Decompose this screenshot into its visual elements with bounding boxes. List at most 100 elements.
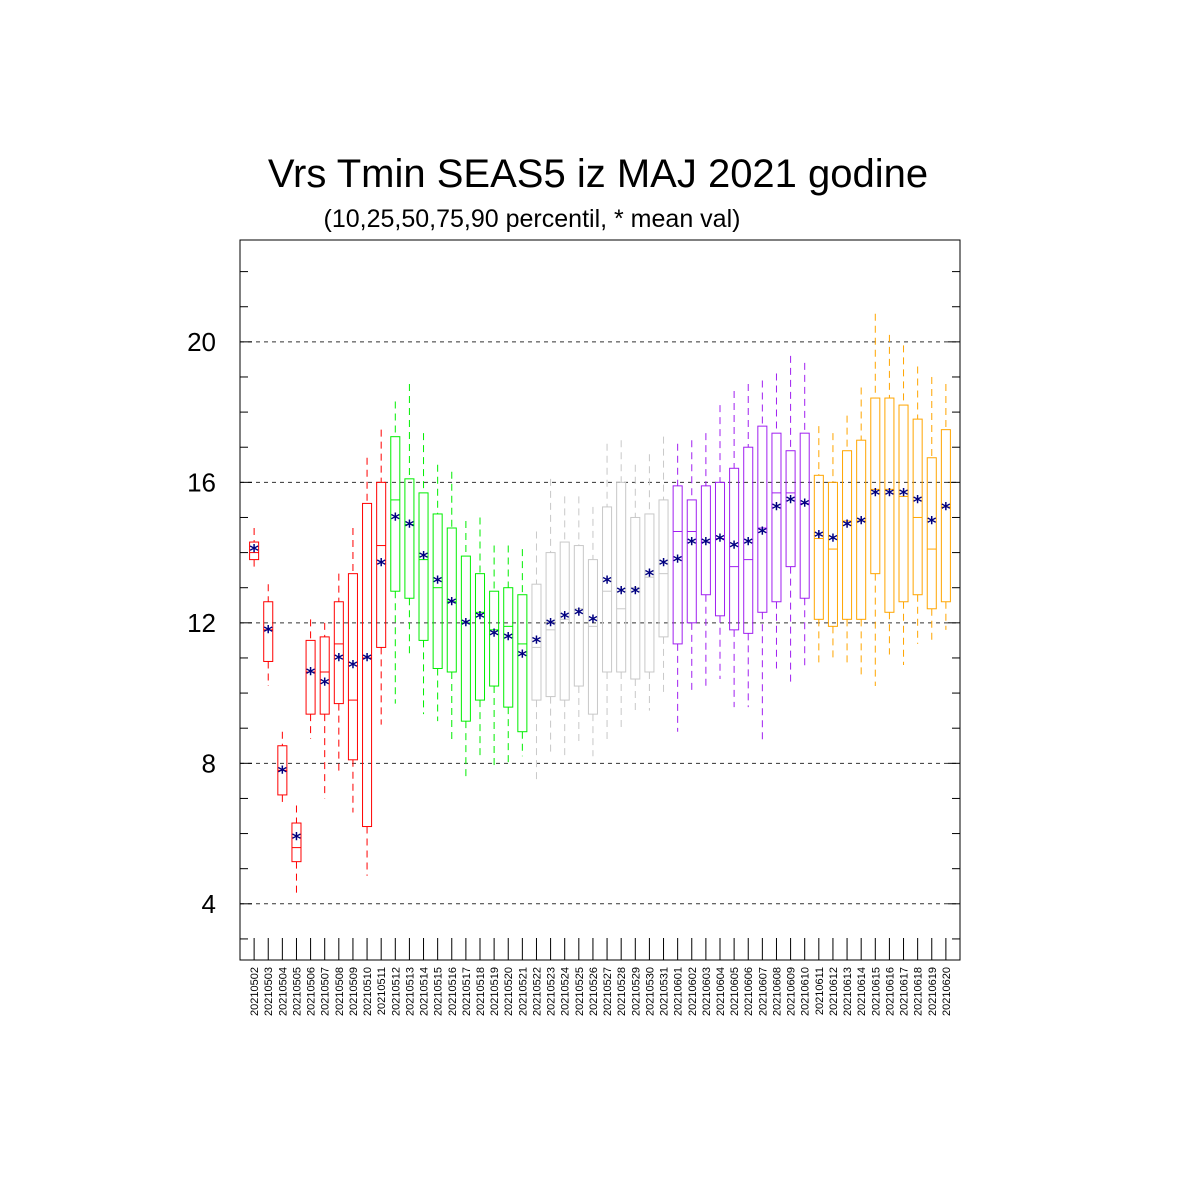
box-20210530 <box>644 454 655 711</box>
mean-marker-20210509: * <box>348 657 358 678</box>
mean-marker-20210507: * <box>320 675 330 696</box>
iqr-box <box>376 481 387 648</box>
y-tick-label-12: 12 <box>187 608 216 638</box>
box-20210526 <box>587 506 598 757</box>
mean-marker-20210513: * <box>405 516 415 537</box>
iqr-box <box>517 594 528 733</box>
mean-marker-20210511: * <box>376 555 386 576</box>
mean-marker-20210609: * <box>786 492 796 513</box>
mean-marker-20210529: * <box>631 583 641 604</box>
box-20210517 <box>460 520 471 781</box>
x-tick-label-20210620: 20210620 <box>941 967 953 1016</box>
mean-marker-20210506: * <box>306 664 316 685</box>
mean-marker-20210521: * <box>518 646 528 667</box>
box-20210620 <box>940 384 951 630</box>
mean-marker-20210504: * <box>278 762 288 783</box>
x-tick-label-20210525: 20210525 <box>574 967 586 1016</box>
mean-marker-20210619: * <box>927 513 937 534</box>
box-20210614 <box>856 387 867 676</box>
box-20210604 <box>714 405 726 680</box>
box-20210523 <box>545 478 556 757</box>
x-tick-label-20210507: 20210507 <box>320 967 332 1016</box>
x-tick-label-20210612: 20210612 <box>828 967 840 1016</box>
iqr-box <box>827 481 838 627</box>
x-tick-label-20210529: 20210529 <box>630 967 642 1016</box>
mean-marker-20210502: * <box>249 541 259 562</box>
mean-marker-20210508: * <box>334 650 344 671</box>
x-tick-label-20210526: 20210526 <box>588 967 600 1016</box>
box-20210504 <box>277 731 288 802</box>
iqr-box <box>870 397 881 575</box>
y-tick-label-4: 4 <box>202 889 216 919</box>
x-tick-label-20210523: 20210523 <box>546 967 558 1016</box>
mean-markers: ******* * *** ***** ** **** * * *** *** ** * * * *** * *… <box>249 485 951 850</box>
iqr-box <box>799 432 810 599</box>
x-tick-label-20210601: 20210601 <box>673 967 685 1016</box>
mean-marker-20210615: * <box>871 485 881 506</box>
x-tick-label-20210514: 20210514 <box>419 967 431 1016</box>
x-tick-label-20210521: 20210521 <box>517 967 529 1016</box>
iqr-box <box>418 492 429 641</box>
x-tick-label-20210530: 20210530 <box>644 967 656 1016</box>
mean-marker-20210512: * <box>391 509 401 530</box>
x-tick-label-20210616: 20210616 <box>884 967 896 1016</box>
box-20210611 <box>813 426 824 665</box>
box-20210518 <box>474 517 486 757</box>
box-20210603 <box>700 433 711 690</box>
mean-marker-20210519: * <box>489 625 499 646</box>
tick-labels: 4 8 12 16 20 20210502 20210503 20210504 20210505… <box>187 327 953 1016</box>
x-tick-label-20210524: 20210524 <box>560 967 572 1016</box>
iqr-box <box>263 601 274 662</box>
box-20210507 <box>319 622 330 799</box>
x-tick-label-20210510: 20210510 <box>362 967 374 1016</box>
x-tick-label-20210603: 20210603 <box>701 967 713 1016</box>
y-tick-label-16: 16 <box>187 467 216 497</box>
box-20210522 <box>531 531 542 781</box>
box-20210516 <box>446 471 457 743</box>
iqr-box <box>757 425 768 613</box>
x-tick-label-20210609: 20210609 <box>786 967 798 1016</box>
iqr-box <box>390 436 401 592</box>
box-series <box>249 313 951 894</box>
box-20210514 <box>418 433 429 715</box>
plot-frame <box>239 239 961 961</box>
x-tick-label-20210608: 20210608 <box>771 967 783 1016</box>
box-20210520 <box>503 545 514 767</box>
iqr-box <box>474 573 486 701</box>
box-20210505 <box>291 805 302 894</box>
mean-marker-20210602: * <box>687 534 697 555</box>
iqr-box <box>559 541 570 701</box>
x-tick-label-20210517: 20210517 <box>461 967 473 1016</box>
y-tick-label-20: 20 <box>187 327 216 357</box>
box-20210615 <box>870 313 881 687</box>
box-20210529 <box>630 464 641 711</box>
box-20210503 <box>263 584 274 687</box>
mean-marker-20210604: * <box>715 531 725 552</box>
x-tick-label-20210614: 20210614 <box>856 967 868 1016</box>
box-20210610 <box>799 362 810 669</box>
mean-marker-20210514: * <box>419 548 429 569</box>
mean-marker-20210531: * <box>659 555 669 576</box>
box-20210519 <box>489 545 500 767</box>
x-tick-label-20210527: 20210527 <box>602 967 614 1016</box>
box-20210608 <box>771 373 782 669</box>
iqr-box <box>531 583 542 701</box>
x-tick-label-20210512: 20210512 <box>390 967 402 1016</box>
x-tick-label-20210520: 20210520 <box>503 967 515 1016</box>
x-tick-label-20210505: 20210505 <box>291 967 303 1016</box>
x-tick-label-20210515: 20210515 <box>433 967 445 1016</box>
box-20210612 <box>827 433 838 662</box>
iqr-box <box>489 590 500 687</box>
mean-marker-20210607: * <box>758 524 768 545</box>
mean-marker-20210520: * <box>504 629 514 650</box>
x-tick-label-20210602: 20210602 <box>687 967 699 1016</box>
mean-marker-20210620: * <box>941 499 951 520</box>
mean-marker-20210601: * <box>673 552 683 573</box>
iqr-box <box>432 513 443 669</box>
x-tick-label-20210610: 20210610 <box>800 967 812 1016</box>
box-20210527 <box>602 443 613 743</box>
box-20210512 <box>390 401 401 704</box>
y-tick-label-8: 8 <box>202 748 216 778</box>
